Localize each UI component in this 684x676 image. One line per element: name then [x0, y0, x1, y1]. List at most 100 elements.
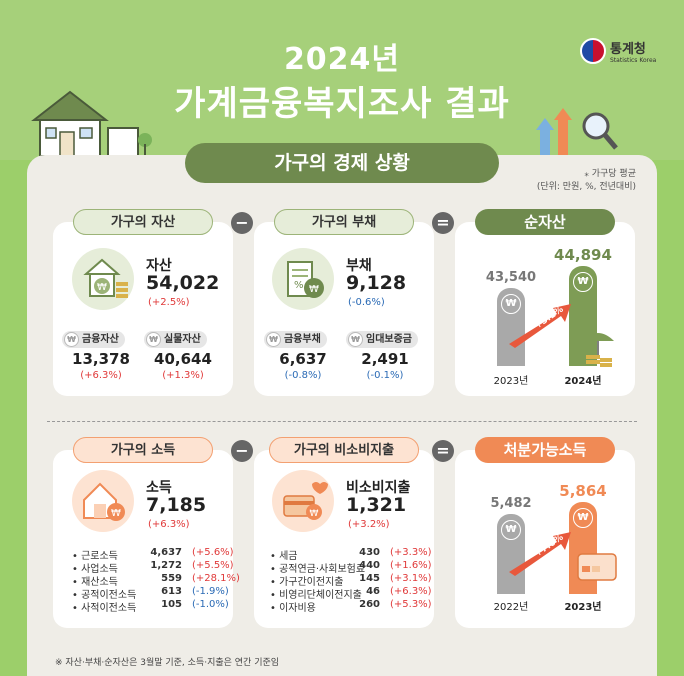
umbrella-coins-icon — [582, 333, 614, 367]
disposable-year-2022: 2022년 — [493, 602, 529, 613]
debt-card — [254, 222, 434, 396]
breakdown-change: (+1.6%) — [390, 560, 432, 571]
assets-label: 자산 — [146, 258, 172, 274]
financial-debt-label: 금융부채 — [284, 334, 321, 345]
real-assets-value: 40,644 — [154, 350, 212, 368]
breakdown-value: 440 — [359, 560, 380, 571]
net-bar1-value: 43,540 — [485, 270, 537, 285]
svg-text:₩: ₩ — [309, 284, 319, 295]
won-coin-icon: ₩ — [348, 332, 363, 347]
equals-operator: = — [432, 212, 454, 234]
deposit-label: 임대보증금 — [366, 334, 412, 345]
spend-pill: 가구의 비소비지출 — [269, 437, 419, 463]
breakdown-change: (-1.9%) — [192, 586, 229, 597]
unit-note: ⁎ 가구당 평균 (단위: 만원, %, 전년대비) — [537, 168, 636, 194]
won-coin-icon: ₩ — [64, 332, 79, 347]
deposit-tag: ₩ 임대보증금 — [346, 331, 418, 348]
spend-value: 1,321 — [346, 494, 407, 516]
spend-label: 비소비지출 — [346, 480, 411, 496]
breakdown-value: 559 — [161, 573, 182, 584]
won-coin-icon: ₩ — [146, 332, 161, 347]
debt-document-icon: % ₩ — [272, 248, 334, 310]
breakdown-value: 4,637 — [150, 547, 182, 558]
breakdown-label: • 공적이전소득 — [72, 590, 137, 601]
won-coin-icon: ₩ — [573, 508, 593, 528]
financial-assets-change: (+6.3%) — [80, 370, 122, 381]
svg-text:%: % — [294, 280, 304, 291]
house-illustration — [31, 90, 152, 157]
deposit-value: 2,491 — [361, 350, 409, 368]
won-coin-icon: ₩ — [266, 332, 281, 347]
income-change: (+6.3%) — [148, 519, 190, 530]
disposable-year-2023: 2023년 — [564, 602, 602, 613]
logo-subtitle: Statistics Korea — [610, 57, 657, 64]
breakdown-label: • 근로소득 — [72, 551, 118, 562]
won-coin-icon: ₩ — [573, 272, 593, 292]
spend-card-icon: ₩ — [272, 470, 334, 532]
won-coin-icon: ₩ — [501, 520, 521, 540]
income-breakdown-row: • 재산소득 559 (+28.1%) — [72, 573, 242, 588]
income-label: 소득 — [146, 480, 172, 496]
real-assets-tag: ₩ 실물자산 — [144, 331, 207, 348]
assets-card — [53, 222, 233, 396]
footnote: ※ 자산·부채·순자산은 3월말 기준, 소득·지출은 연간 기준임 — [55, 658, 280, 668]
breakdown-label: • 재산소득 — [72, 577, 118, 588]
breakdown-value: 1,272 — [150, 560, 182, 571]
breakdown-change: (+5.5%) — [192, 560, 234, 571]
breakdown-change: (+3.1%) — [390, 573, 432, 584]
breakdown-label: • 이자비용 — [270, 603, 316, 614]
real-assets-label: 실물자산 — [164, 334, 201, 345]
logo-name: 통계청 — [610, 42, 646, 57]
note-average: ⁎ 가구당 평균 — [584, 169, 636, 179]
growth-arrow-icon — [509, 304, 571, 348]
income-breakdown-row: • 사적이전소득 105 (-1.0%) — [72, 599, 242, 614]
financial-assets-label: 금융자산 — [82, 334, 119, 345]
main-title: 가계금융복지조사 결과 — [174, 84, 510, 124]
real-assets-change: (+1.3%) — [162, 370, 204, 381]
income-value: 7,185 — [146, 494, 207, 516]
year-title: 2024년 — [283, 42, 401, 77]
agency-logo: 통계청 Statistics Korea — [580, 38, 656, 64]
breakdown-value: 613 — [161, 586, 182, 597]
financial-assets-tag: ₩ 금융자산 — [62, 331, 125, 348]
section-title: 가구의 경제 상황 — [185, 143, 499, 183]
breakdown-value: 260 — [359, 599, 380, 610]
logo-emblem-icon — [580, 38, 606, 64]
breakdown-change: (+3.3%) — [390, 547, 432, 558]
assets-change: (+2.5%) — [148, 297, 190, 308]
financial-debt-change: (-0.8%) — [284, 370, 322, 381]
debt-value: 9,128 — [346, 272, 407, 294]
net-bar2-value: 44,894 — [554, 246, 612, 264]
net-year-2024: 2024년 — [564, 376, 602, 387]
breakdown-change: (+5.6%) — [192, 547, 234, 558]
growth-arrow-icon — [509, 532, 571, 576]
net-year-2023: 2023년 — [493, 376, 529, 387]
income-breakdown-row: • 근로소득 4,637 (+5.6%) — [72, 547, 242, 562]
assets-value: 54,022 — [146, 272, 220, 294]
net-assets-pill: 순자산 — [475, 209, 615, 235]
breakdown-label: • 가구간이전지출 — [270, 577, 344, 588]
net-assets-card — [455, 222, 635, 396]
svg-text:₩: ₩ — [111, 508, 121, 519]
growth-arrows-illustration — [536, 108, 618, 158]
breakdown-change: (+6.3%) — [390, 586, 432, 597]
spend-change: (+3.2%) — [348, 519, 390, 530]
breakdown-change: (-1.0%) — [192, 599, 229, 610]
svg-text:₩: ₩ — [97, 282, 107, 293]
divider-line — [47, 421, 637, 422]
income-house-icon: ₩ — [72, 470, 134, 532]
breakdown-change: (+28.1%) — [192, 573, 240, 584]
disposable-pill: 처분가능소득 — [475, 437, 615, 463]
breakdown-value: 430 — [359, 547, 380, 558]
equals-operator: = — [432, 440, 454, 462]
breakdown-label: • 비영리단체이전지출 — [270, 590, 362, 601]
note-unit: (단위: 만원, %, 전년대비) — [536, 182, 636, 192]
breakdown-label: • 사적이전소득 — [72, 603, 137, 614]
breakdown-label: • 세금 — [270, 551, 298, 562]
debt-pill: 가구의 부채 — [274, 209, 414, 235]
svg-text:₩: ₩ — [310, 509, 319, 519]
debt-change: (-0.6%) — [348, 297, 385, 308]
deposit-change: (-0.1%) — [366, 370, 404, 381]
income-pill: 가구의 소득 — [73, 437, 213, 463]
financial-debt-tag: ₩ 금융부채 — [264, 331, 327, 348]
